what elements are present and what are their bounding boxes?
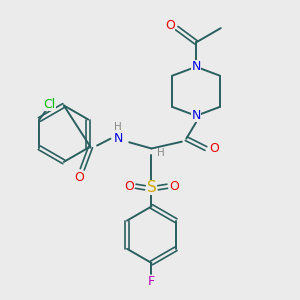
Text: H: H <box>157 148 165 158</box>
Text: N: N <box>114 132 124 145</box>
Text: O: O <box>169 180 179 193</box>
Text: N: N <box>191 60 201 73</box>
Text: F: F <box>148 275 155 288</box>
Text: O: O <box>124 180 134 193</box>
Text: O: O <box>165 19 175 32</box>
Text: S: S <box>147 180 156 195</box>
Text: H: H <box>114 122 122 132</box>
Text: O: O <box>74 171 84 184</box>
Text: O: O <box>209 142 219 155</box>
Text: Cl: Cl <box>44 98 56 111</box>
Text: N: N <box>191 109 201 122</box>
